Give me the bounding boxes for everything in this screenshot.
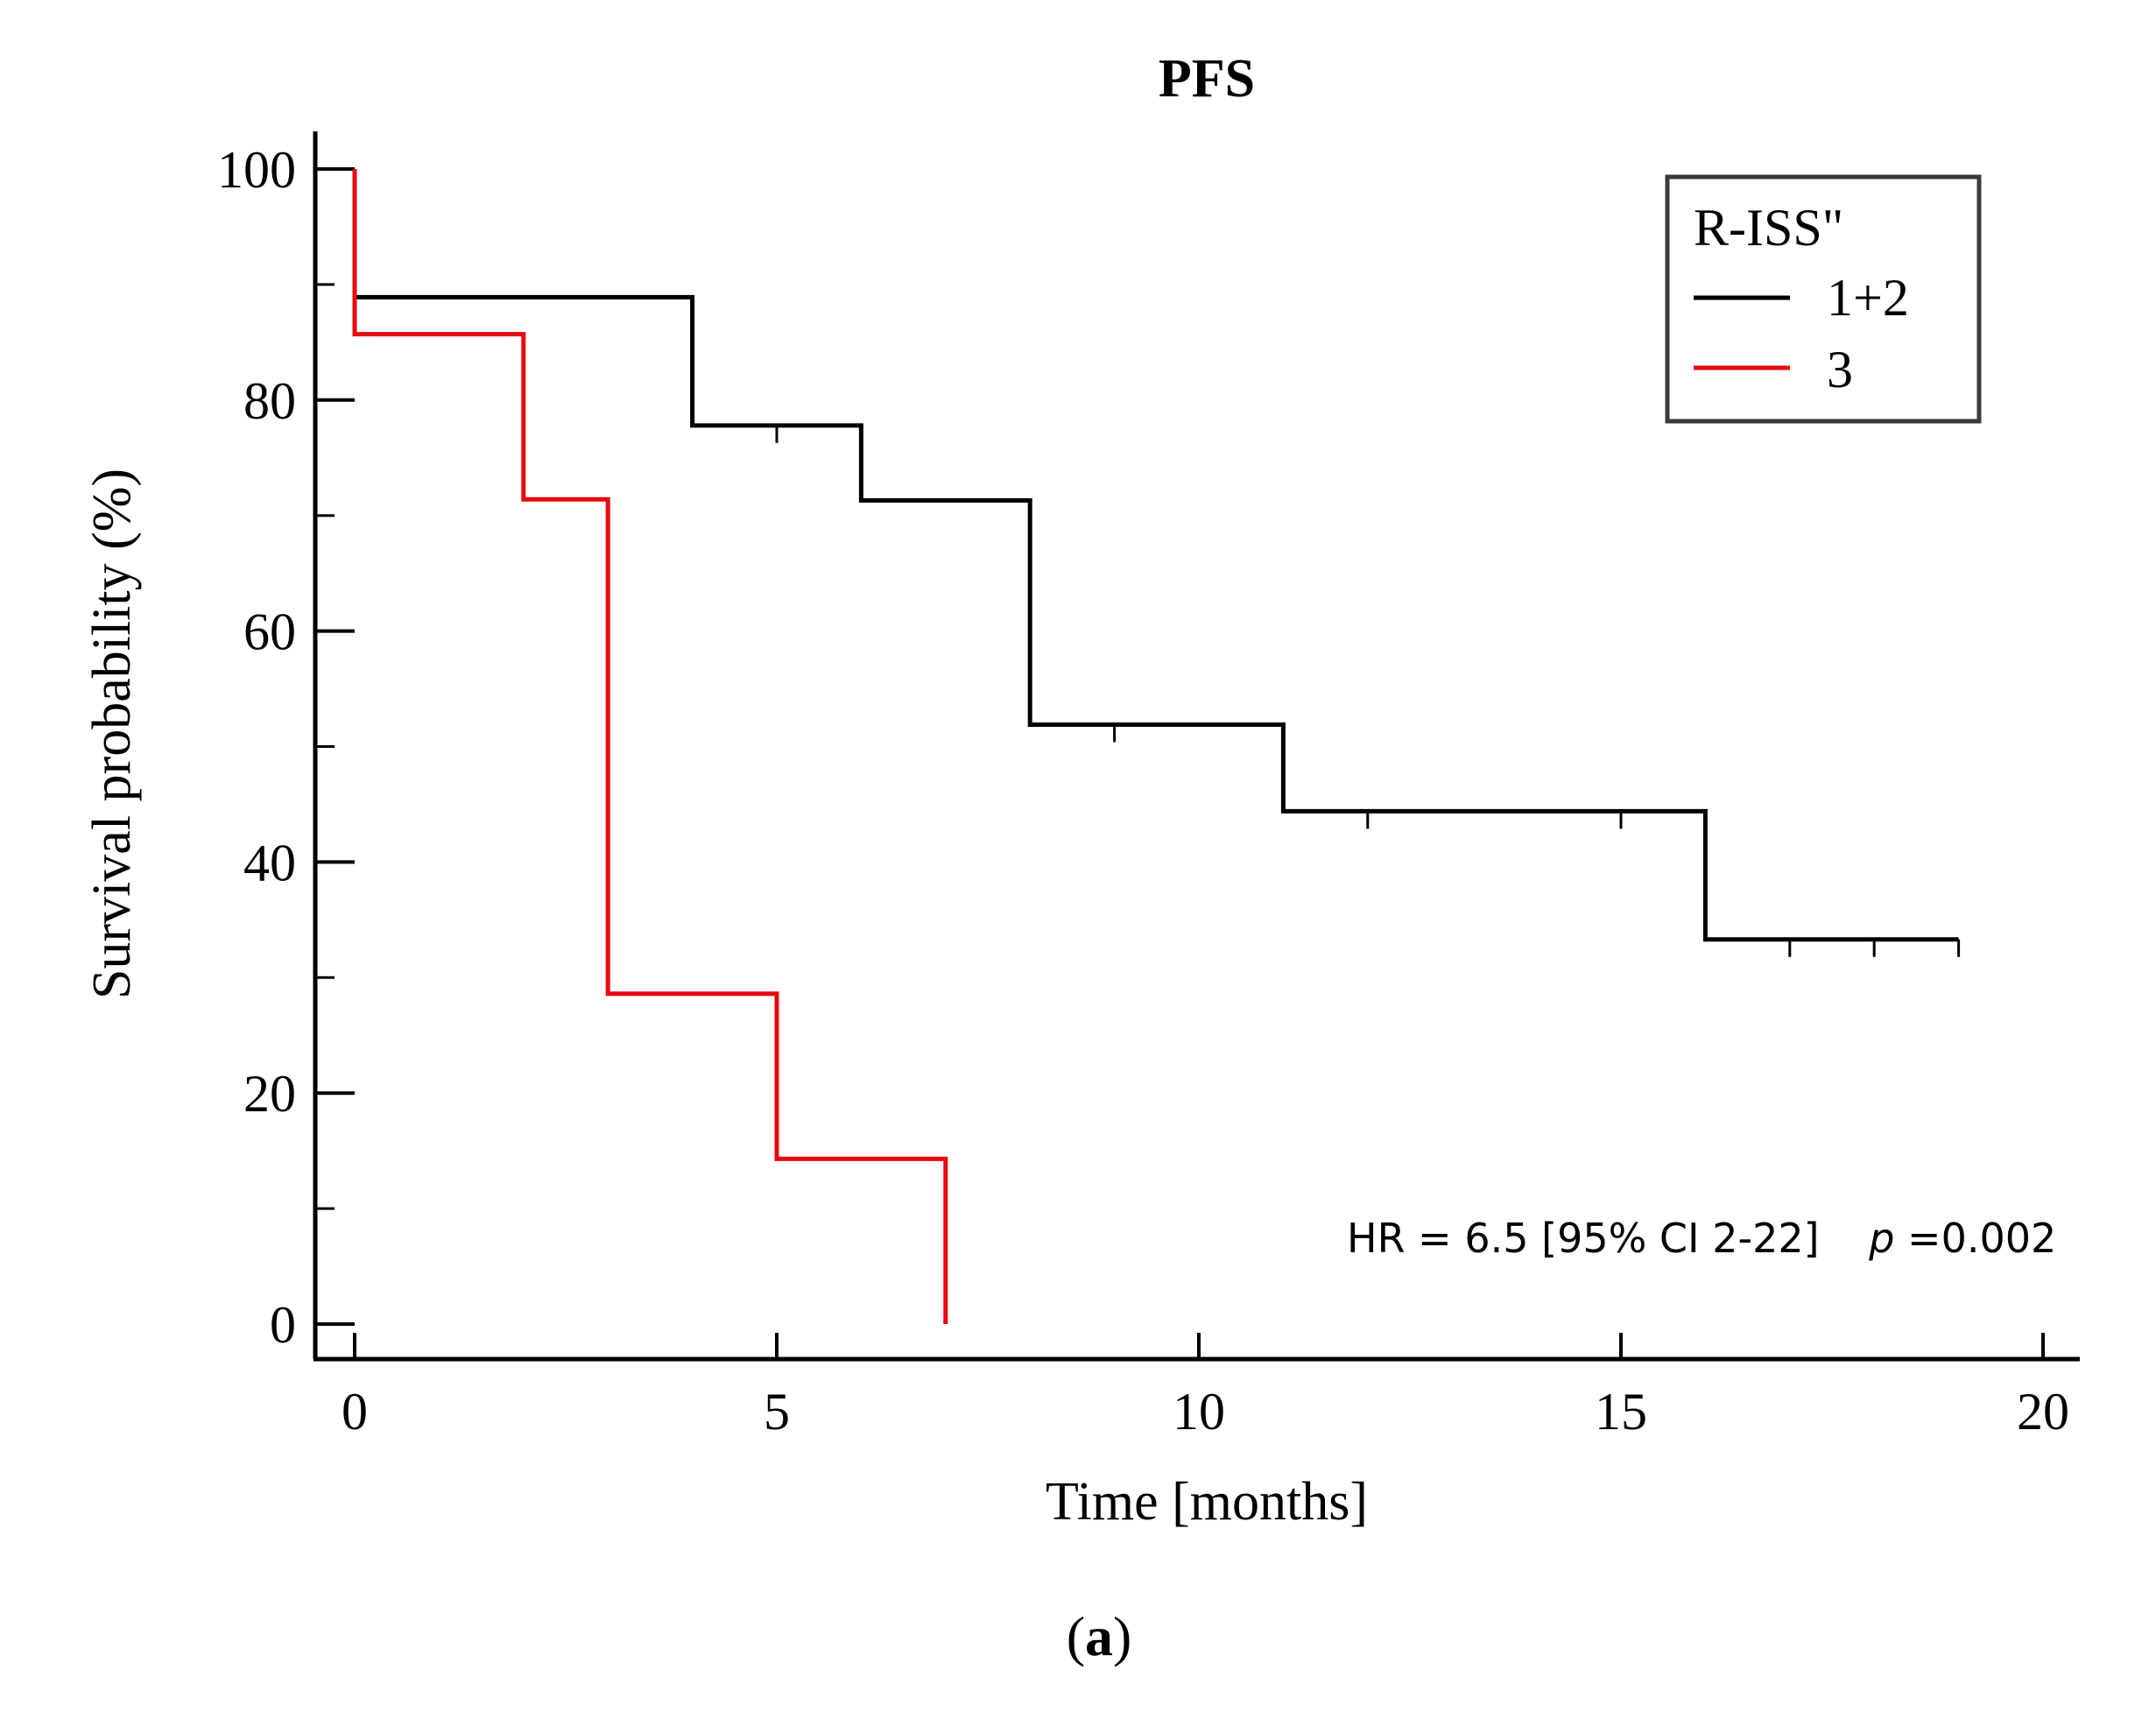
- x-tick-label-5: 5: [764, 1383, 790, 1441]
- y-tick-label-40: 40: [243, 834, 296, 891]
- legend-title: R-ISS": [1694, 199, 1843, 257]
- series-layer: [352, 169, 1961, 1324]
- panel-label: (a): [1067, 1605, 1132, 1667]
- p-label: p: [1868, 1215, 1894, 1262]
- hr-text: HR = 6.5 [95% CI 2-22]: [1347, 1215, 1820, 1262]
- y-tick-label-100: 100: [217, 141, 296, 199]
- legend-label-1-2: 1+2: [1827, 269, 1909, 327]
- km-curve-3: [352, 169, 948, 1324]
- x-axis-label: Time [months]: [1046, 1472, 1368, 1532]
- x-tick-label-15: 15: [1595, 1383, 1647, 1441]
- y-tick-label-80: 80: [243, 372, 296, 430]
- legend: R-ISS" 1+2 3: [1665, 174, 1982, 424]
- y-ticks: 0 20 40 60 80 100: [217, 141, 355, 1354]
- x-ticks: 0 5 10 15 20: [342, 1333, 2069, 1441]
- x-tick-label-0: 0: [342, 1383, 368, 1441]
- y-tick-label-20: 20: [243, 1065, 296, 1123]
- hr-annotation: HR = 6.5 [95% CI 2-22] p =0.002: [1347, 1215, 2056, 1262]
- p-value: =0.002: [1907, 1215, 2056, 1262]
- chart-title: PFS: [1159, 49, 1255, 109]
- x-tick-label-10: 10: [1173, 1383, 1225, 1441]
- x-tick-label-20: 20: [2017, 1383, 2069, 1441]
- panel-label-letter: a: [1085, 1605, 1113, 1667]
- km-curve-1-2: [352, 169, 1959, 942]
- y-axis-label: Survival probability (%): [82, 469, 142, 999]
- legend-label-3: 3: [1827, 341, 1853, 398]
- y-tick-label-60: 60: [243, 603, 296, 661]
- y-tick-label-0: 0: [270, 1296, 296, 1354]
